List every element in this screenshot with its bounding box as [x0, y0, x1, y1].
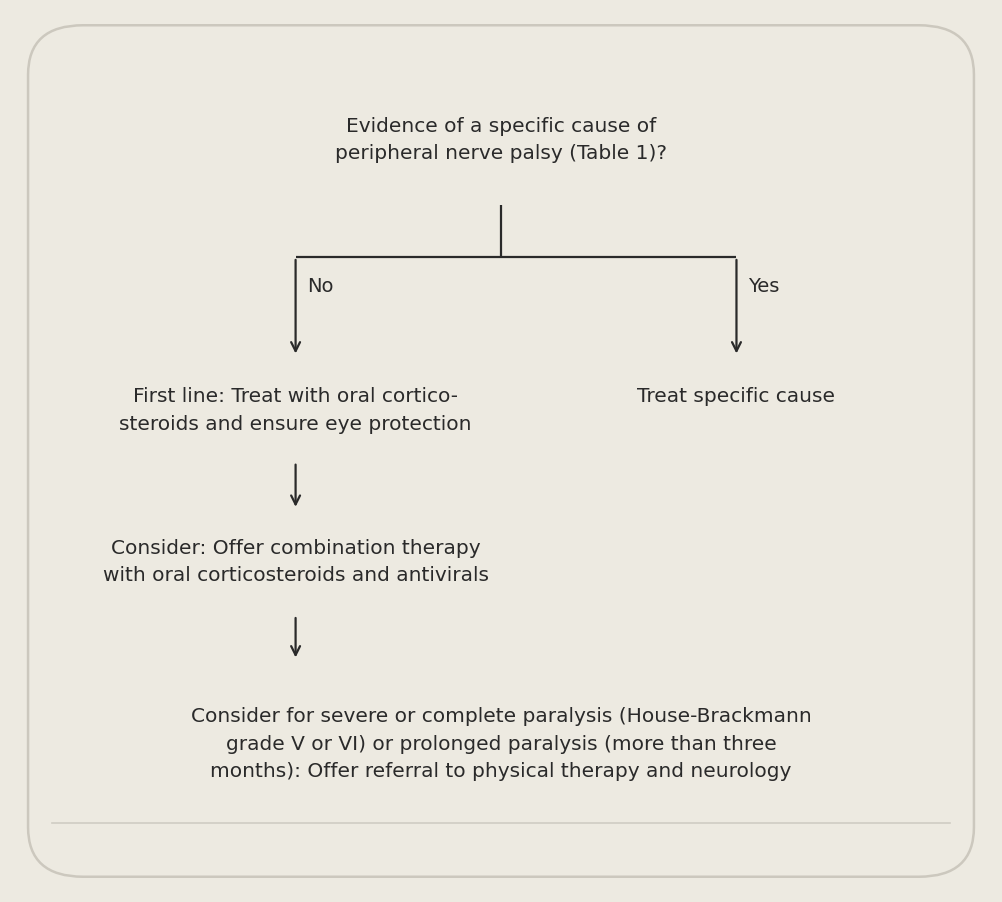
- Text: Consider for severe or complete paralysis (House-Brackmann
grade V or VI) or pro: Consider for severe or complete paralysi…: [190, 707, 812, 781]
- Text: Treat specific cause: Treat specific cause: [637, 387, 836, 407]
- Text: No: No: [308, 277, 334, 296]
- FancyBboxPatch shape: [28, 25, 974, 877]
- Text: Evidence of a specific cause of
peripheral nerve palsy (Table 1)?: Evidence of a specific cause of peripher…: [335, 116, 667, 163]
- Text: Consider: Offer combination therapy
with oral corticosteroids and antivirals: Consider: Offer combination therapy with…: [102, 538, 489, 585]
- Text: First line: Treat with oral cortico-
steroids and ensure eye protection: First line: Treat with oral cortico- ste…: [119, 387, 472, 434]
- Text: Yes: Yes: [748, 277, 780, 296]
